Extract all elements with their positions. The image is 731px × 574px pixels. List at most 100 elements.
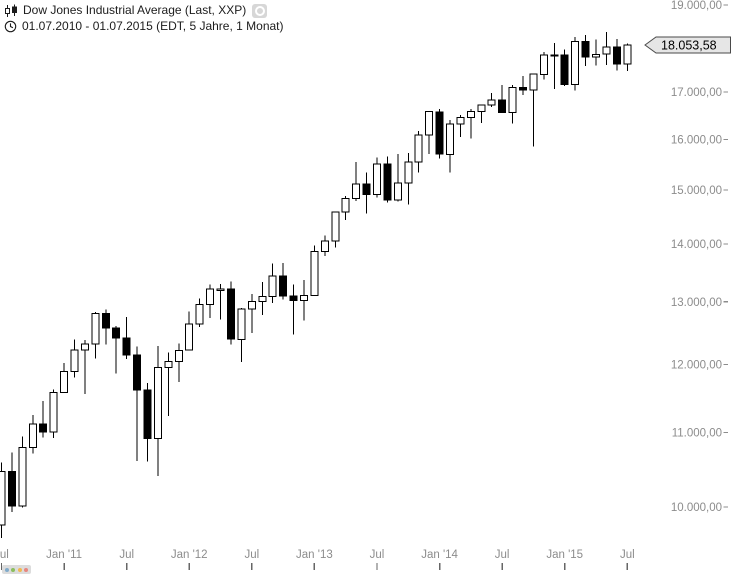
candle (539, 51, 548, 80)
candle-body (435, 111, 444, 155)
candle (268, 263, 277, 304)
candle-body (0, 470, 6, 526)
candle-body (49, 391, 58, 433)
x-axis-label: Jan '13 (296, 549, 333, 561)
candle-body (393, 182, 402, 201)
candle (362, 172, 371, 214)
candle (237, 308, 246, 363)
candle-body (112, 327, 121, 339)
instrument-title: Dow Jones Industrial Average (Last, XXP) (23, 3, 247, 17)
candle (227, 281, 235, 345)
candle (623, 43, 632, 71)
candle-body (404, 161, 413, 184)
candle-body (581, 41, 590, 58)
candle-body (446, 123, 454, 155)
candle-body (571, 41, 580, 85)
candle (185, 311, 194, 351)
x-axis-label: Jan '14 (421, 549, 458, 561)
candle (247, 294, 256, 333)
candle-body (529, 73, 538, 91)
candle-body (185, 323, 194, 351)
candle-body (206, 288, 215, 306)
candle (310, 245, 319, 297)
candle (393, 153, 402, 202)
y-axis-label: 13.000,00 (671, 297, 722, 309)
candle (0, 462, 6, 538)
candle (112, 326, 121, 374)
candle (122, 316, 131, 359)
candle (352, 162, 361, 202)
candle-body (258, 295, 267, 302)
candle-body (122, 337, 131, 356)
candle (49, 389, 58, 439)
candle-body (341, 197, 350, 213)
candle (153, 346, 162, 477)
candle (560, 49, 569, 86)
candle-body (539, 54, 548, 75)
candle-body (164, 360, 173, 368)
brand-watermark (2, 565, 31, 574)
x-axis-label: Jan '11 (46, 549, 82, 561)
candle (456, 115, 465, 138)
candle-body (247, 300, 256, 310)
candle (414, 130, 423, 173)
x-axis-label: Jul (620, 549, 635, 561)
snapshot-icon[interactable] (252, 3, 268, 18)
period-row: 01.07.2010 - 01.07.2015 (EDT, 5 Jahre, 1… (4, 19, 284, 34)
candle-body (60, 371, 69, 393)
candle-body (195, 304, 204, 325)
candle-body (310, 251, 319, 297)
candle-body (279, 275, 288, 297)
candle-body (373, 163, 381, 196)
candle-body (237, 308, 246, 340)
y-axis-label: 17.000,00 (671, 87, 722, 99)
candle-body (39, 423, 48, 433)
candle (195, 298, 204, 327)
candle (602, 32, 611, 65)
last-price-tag: 18.053,58 (644, 36, 731, 54)
candle (498, 85, 507, 113)
x-axis-label: Jul (119, 549, 134, 561)
candle-body (477, 104, 486, 112)
candle-body (320, 240, 329, 253)
candle (592, 39, 600, 66)
chart-header: Dow Jones Industrial Average (Last, XXP)… (4, 3, 284, 35)
candle (519, 76, 527, 95)
candle-body (300, 295, 308, 301)
candle-body (227, 288, 235, 340)
candle (101, 309, 110, 345)
candle-body (289, 295, 298, 301)
watermark-dot (17, 567, 22, 572)
candle-body (7, 470, 16, 507)
candlestick-chart-icon (5, 4, 17, 17)
candle-body (550, 54, 559, 57)
y-axis-label: 14.000,00 (671, 239, 722, 251)
candle (91, 312, 100, 359)
candle-body (174, 349, 183, 362)
candle-body (28, 423, 37, 449)
candle (446, 120, 454, 173)
candle-body (383, 163, 392, 201)
watermark-dot (23, 567, 28, 572)
candle (289, 284, 298, 335)
y-axis-label: 16.000,00 (671, 134, 722, 146)
candle-body (612, 46, 621, 65)
watermark-dot (5, 567, 10, 572)
candle (39, 401, 48, 438)
x-axis-label: Jan '15 (546, 549, 583, 561)
candle-body (91, 312, 100, 345)
candle-body (508, 87, 517, 113)
candle (279, 263, 288, 300)
candle-body (560, 54, 569, 85)
candle (216, 284, 225, 320)
candle-body (143, 389, 152, 440)
candle (206, 284, 215, 318)
candle-body (623, 44, 632, 65)
candle-body (268, 275, 277, 297)
x-axis-label: Jan '12 (171, 549, 208, 561)
candle (529, 73, 538, 147)
candle-body (153, 366, 162, 440)
candle-body (80, 343, 89, 351)
y-axis-label: 12.000,00 (671, 359, 722, 371)
